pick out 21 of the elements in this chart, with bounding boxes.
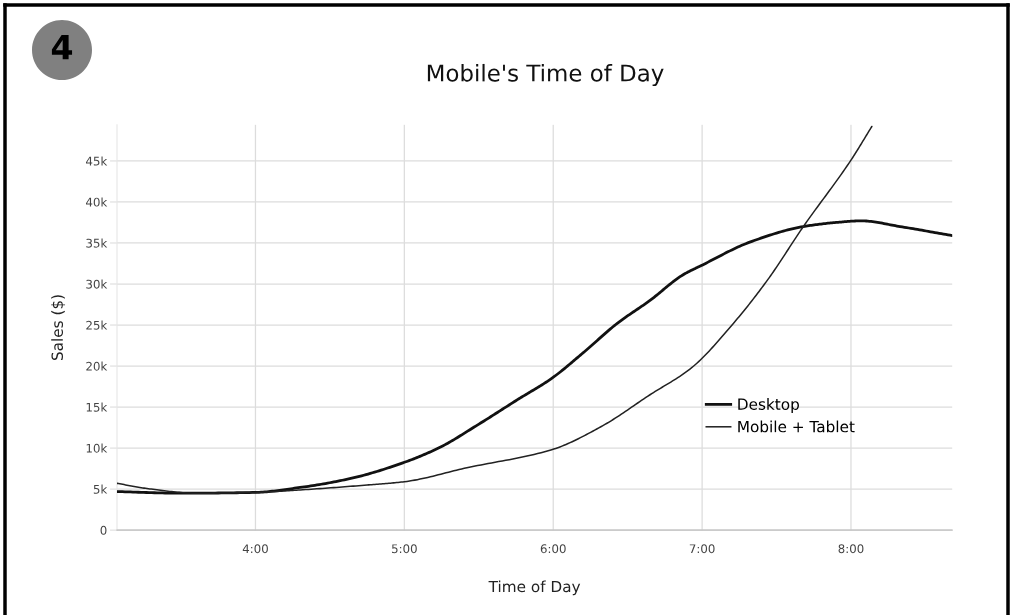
text: 4 — [51, 34, 73, 60]
y-tick-label: 25k — [86, 320, 108, 330]
y-tick-label: 10k — [86, 443, 108, 453]
legend-label: Mobile + Tablet — [738, 420, 855, 433]
y-tick-label: 0 — [100, 525, 107, 535]
x-tick-label: 7:00 — [689, 544, 715, 554]
x-tick-label: 8:00 — [838, 544, 864, 554]
y-tick-label: 35k — [86, 238, 108, 248]
x-tick-label: 4:00 — [242, 544, 268, 554]
x-axis-title: Time of Day — [488, 580, 581, 596]
y-tick-label: 20k — [86, 361, 108, 371]
legend-label: Desktop — [738, 398, 799, 413]
y-tick-label: 30k — [86, 279, 108, 289]
x-tick-label: 6:00 — [540, 544, 566, 554]
chart-title: Mobile's Time of Day — [427, 63, 664, 87]
y-tick-label: 45k — [86, 156, 108, 166]
y-axis-title: Sales ($) — [51, 295, 66, 361]
x-tick-label: 5:00 — [392, 544, 417, 554]
y-tick-label: 5k — [93, 484, 108, 494]
y-tick-label: 15k — [86, 402, 108, 412]
y-tick-label: 40k — [86, 197, 108, 207]
